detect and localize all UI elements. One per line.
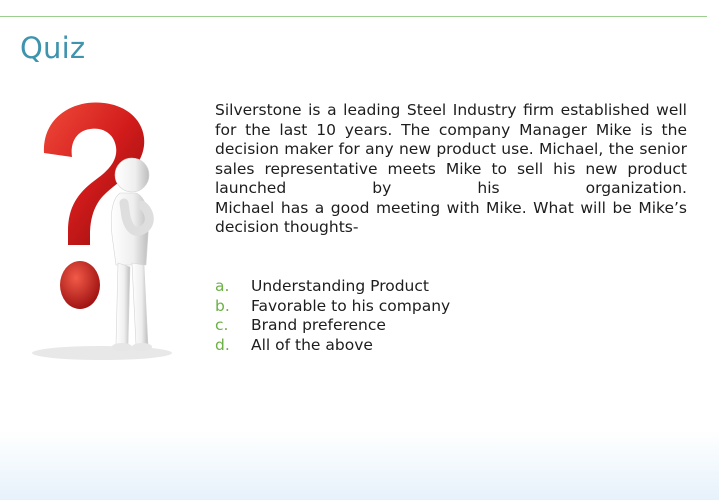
- option-b[interactable]: b. Favorable to his company: [215, 297, 615, 317]
- option-letter: a.: [215, 277, 230, 295]
- question-paragraph-1: Silverstone is a leading Steel Industry …: [215, 101, 687, 197]
- option-text: Understanding Product: [251, 277, 429, 295]
- question-text: Silverstone is a leading Steel Industry …: [215, 101, 687, 238]
- option-a[interactable]: a. Understanding Product: [215, 277, 615, 297]
- slide-title: Quiz: [20, 31, 86, 65]
- header-divider: [0, 16, 707, 17]
- option-letter: c.: [215, 316, 229, 334]
- option-c[interactable]: c. Brand preference: [215, 316, 615, 336]
- option-letter: b.: [215, 296, 230, 315]
- answer-options: a. Understanding Product b. Favorable to…: [215, 277, 615, 355]
- option-text: Favorable to his company: [251, 296, 451, 315]
- option-letter: d.: [215, 335, 230, 354]
- option-text: Brand preference: [251, 316, 386, 334]
- thinking-person-question-mark-icon: [12, 95, 189, 365]
- question-paragraph-2: Michael has a good meeting with Mike. Wh…: [215, 198, 687, 237]
- option-d[interactable]: d. All of the above: [215, 336, 615, 356]
- option-text: All of the above: [251, 335, 373, 354]
